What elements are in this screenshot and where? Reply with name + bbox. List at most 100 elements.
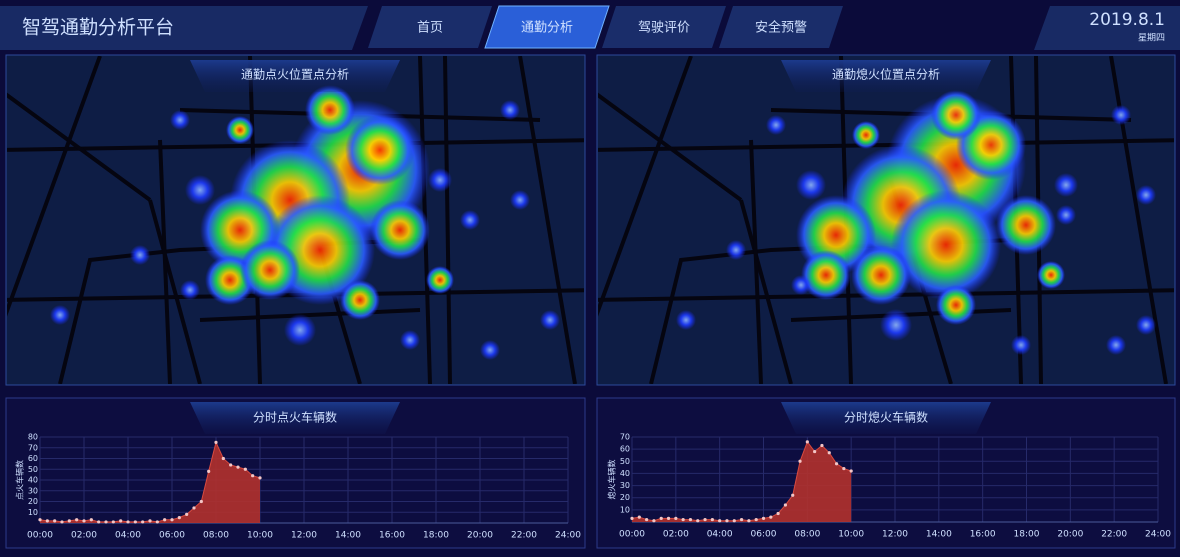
nav-tab-label: 驾驶评价 (638, 21, 690, 36)
data-point (776, 511, 780, 516)
heat-spot (726, 240, 746, 260)
data-point (214, 440, 218, 444)
heat-spot (1106, 335, 1126, 355)
nav-tab-shape (484, 5, 610, 49)
heat-spot (791, 275, 811, 295)
nav-tab[interactable]: 驾驶评价 (602, 6, 726, 48)
heat-spot (226, 116, 254, 144)
heat-spot (284, 314, 316, 346)
data-point (849, 469, 853, 473)
road (148, 199, 202, 384)
data-point (732, 519, 736, 523)
data-point (813, 449, 817, 454)
x-tick-label: 08:00 (794, 530, 820, 540)
weekday: 星期四 (1138, 33, 1165, 44)
data-point (236, 465, 240, 469)
data-point (229, 463, 233, 467)
title-block (0, 6, 368, 50)
data-point (53, 519, 57, 523)
data-point (177, 516, 181, 520)
data-point (652, 519, 656, 523)
nav-tab-shape (602, 6, 726, 48)
heat-spot (676, 310, 696, 330)
chart-title: 分时点火车辆数 (253, 410, 337, 425)
y-tick-label: 60 (28, 454, 38, 463)
x-tick-label: 12:00 (291, 531, 317, 541)
heat-spot (510, 190, 530, 210)
heat-spot (185, 175, 215, 205)
road (739, 199, 793, 384)
heat-spot (1111, 105, 1131, 125)
heat-spot (170, 110, 190, 130)
heat-spot (130, 245, 150, 265)
panel-title: 通勤熄火位置点分析 (832, 67, 940, 82)
road (518, 56, 577, 384)
date: 2019.8.1 (1089, 10, 1165, 30)
x-tick-label: 24:00 (555, 531, 581, 541)
data-point (119, 519, 123, 523)
data-point (170, 518, 174, 522)
data-point (148, 519, 152, 523)
nav-tab[interactable]: 通勤分析 (484, 5, 610, 49)
x-tick-label: 20:00 (1057, 530, 1083, 540)
data-point (89, 518, 93, 522)
y-axis-label: 点火车辆数 (15, 460, 25, 500)
data-point (38, 518, 42, 522)
data-point (666, 516, 671, 520)
data-point (688, 517, 693, 522)
data-point (798, 459, 802, 463)
heat-spot (540, 310, 560, 330)
x-tick-label: 18:00 (423, 531, 449, 541)
x-tick-label: 12:00 (882, 530, 908, 540)
data-point (805, 440, 809, 444)
data-point (783, 503, 788, 507)
heat-spot (370, 200, 430, 260)
heat-spot (180, 280, 200, 300)
heat-spot (1056, 205, 1076, 225)
data-point (754, 517, 758, 522)
data-point (155, 520, 159, 524)
y-tick-label: 40 (28, 476, 38, 485)
x-tick-label: 02:00 (71, 531, 97, 541)
data-point (258, 476, 262, 480)
panel-title-bg (190, 402, 400, 434)
y-tick-label: 40 (620, 469, 630, 478)
y-tick-label: 50 (28, 465, 38, 474)
x-tick-label: 16:00 (379, 531, 405, 541)
panel-title-bg (190, 60, 400, 92)
data-point (111, 520, 115, 524)
nav-tab[interactable]: 首页 (368, 6, 492, 48)
heat-spot (1011, 335, 1031, 355)
data-point (185, 512, 189, 517)
y-tick-label: 80 (28, 433, 38, 442)
data-point (199, 499, 203, 504)
y-axis-label: 熄火车辆数 (607, 460, 617, 500)
area (40, 442, 260, 523)
data-point (681, 517, 685, 522)
data-point (696, 519, 700, 523)
heat-spot (996, 195, 1056, 255)
heat-spot (480, 340, 500, 360)
y-tick-label: 70 (620, 433, 630, 442)
data-point (67, 519, 71, 523)
heat-spot (400, 330, 420, 350)
data-point (645, 517, 649, 522)
y-tick-label: 70 (28, 443, 38, 452)
road (443, 56, 452, 384)
data-point (827, 451, 831, 455)
x-tick-label: 02:00 (663, 530, 689, 540)
data-point (637, 515, 641, 519)
data-point (133, 520, 137, 524)
x-tick-label: 04:00 (115, 531, 141, 541)
x-tick-label: 22:00 (1101, 530, 1127, 540)
data-point (739, 517, 744, 522)
heat-spot (852, 121, 880, 149)
panel-title: 通勤点火位置点分析 (241, 67, 349, 82)
road (749, 139, 763, 384)
nav-tab-shape (719, 6, 843, 48)
data-point (842, 466, 846, 471)
nav-tab[interactable]: 安全预警 (719, 6, 843, 48)
panel-title-bg (781, 402, 991, 434)
road (199, 308, 421, 322)
heat-spot (1054, 173, 1078, 197)
